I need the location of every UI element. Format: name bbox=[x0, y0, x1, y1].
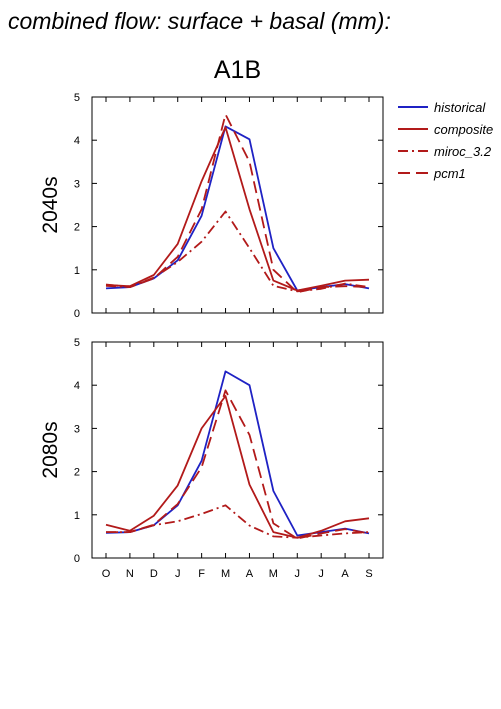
panel-title: A1B bbox=[213, 56, 262, 84]
series-line-composite bbox=[105, 126, 370, 292]
y-tick-label: 5 bbox=[74, 337, 80, 349]
legend-swatch-miroc bbox=[398, 150, 428, 152]
figure-title: combined flow: surface + basal (mm): bbox=[8, 8, 391, 34]
y-tick-label: 4 bbox=[74, 135, 80, 147]
y-tick-label: 0 bbox=[74, 553, 80, 565]
x-tick-label: A bbox=[341, 568, 349, 580]
x-tick-label: O bbox=[102, 568, 111, 580]
y-tick-label: 5 bbox=[74, 92, 80, 104]
y-tick-label: 4 bbox=[74, 380, 80, 392]
y-tick-label: 2 bbox=[74, 222, 80, 234]
legend-item-historical: historical bbox=[398, 96, 493, 118]
legend-label-pcm1: pcm1 bbox=[434, 165, 466, 181]
row-label: 2080s bbox=[39, 421, 62, 478]
legend-swatch-pcm1 bbox=[398, 172, 428, 174]
x-tick-label: M bbox=[221, 568, 230, 580]
series-line-pcm1 bbox=[105, 113, 370, 294]
y-tick-label: 1 bbox=[74, 510, 80, 522]
legend-item-miroc: miroc_3.2 bbox=[398, 140, 493, 162]
x-tick-label: S bbox=[365, 568, 372, 580]
x-tick-label: D bbox=[150, 568, 158, 580]
x-tick-label: J bbox=[295, 568, 301, 580]
x-tick-label: F bbox=[198, 568, 205, 580]
x-tick-label: M bbox=[269, 568, 278, 580]
y-tick-label: 1 bbox=[74, 265, 80, 277]
x-tick-label: J bbox=[175, 568, 181, 580]
x-tick-label: A bbox=[246, 568, 254, 580]
y-tick-label: 0 bbox=[74, 308, 80, 320]
series-line-composite bbox=[105, 395, 370, 539]
legend-swatch-composite bbox=[398, 128, 428, 130]
series-line-historical bbox=[105, 125, 370, 292]
y-tick-label: 3 bbox=[74, 178, 80, 190]
row-label: 2040s bbox=[39, 176, 62, 233]
legend-swatch-historical bbox=[398, 106, 428, 108]
series-line-historical bbox=[105, 370, 370, 537]
legend-item-pcm1: pcm1 bbox=[398, 162, 493, 184]
plot-frame bbox=[91, 96, 384, 314]
plot-frame bbox=[91, 341, 384, 559]
x-tick-label: N bbox=[126, 568, 134, 580]
series-line-pcm1 bbox=[106, 389, 370, 540]
legend-label-miroc: miroc_3.2 bbox=[434, 143, 492, 159]
legend-label-composite: composite bbox=[434, 121, 494, 137]
legend-item-composite: composite bbox=[398, 118, 493, 140]
legend: historical composite miroc_3.2 pcm1 bbox=[398, 96, 493, 184]
y-tick-label: 2 bbox=[74, 467, 80, 479]
y-tick-label: 3 bbox=[74, 423, 80, 435]
x-tick-label: J bbox=[318, 568, 324, 580]
legend-label-historical: historical bbox=[434, 99, 486, 115]
